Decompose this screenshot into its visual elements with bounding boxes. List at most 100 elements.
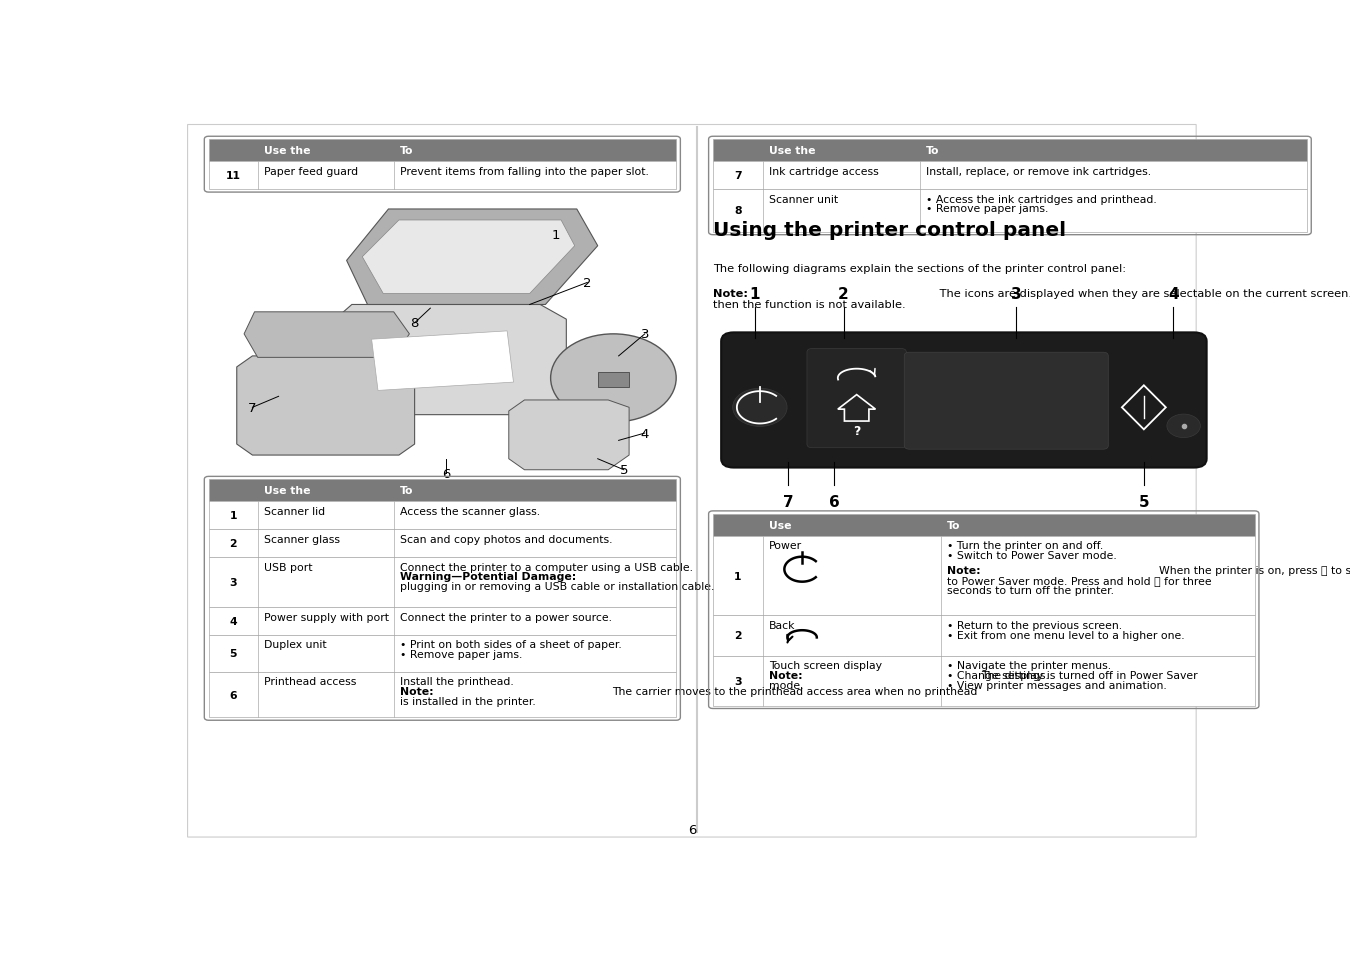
Text: Note:: Note:	[948, 565, 981, 576]
Text: • Return to the previous screen.: • Return to the previous screen.	[948, 620, 1122, 630]
Text: 6: 6	[687, 823, 697, 837]
Polygon shape	[362, 221, 575, 294]
Text: 2: 2	[230, 538, 236, 549]
Text: The carrier moves to the printhead access area when no printhead: The carrier moves to the printhead acces…	[612, 686, 977, 697]
Text: Connect the printer to a computer using a USB cable.: Connect the printer to a computer using …	[400, 562, 693, 572]
Bar	[208, 607, 676, 636]
Text: plugging in or removing a USB cable or installation cable.: plugging in or removing a USB cable or i…	[400, 581, 714, 592]
Text: 8: 8	[734, 206, 741, 216]
Text: To: To	[948, 520, 961, 530]
Polygon shape	[236, 356, 414, 456]
Bar	[208, 479, 676, 502]
Text: 1: 1	[552, 229, 560, 242]
Polygon shape	[244, 313, 409, 358]
Text: USB port: USB port	[265, 562, 312, 572]
Circle shape	[551, 335, 676, 422]
Polygon shape	[347, 210, 598, 305]
Text: Printhead access: Printhead access	[265, 677, 356, 686]
Text: Connect the printer to a power source.: Connect the printer to a power source.	[400, 612, 612, 622]
Text: Using the printer control panel: Using the printer control panel	[713, 221, 1066, 240]
Text: • Switch to Power Saver mode.: • Switch to Power Saver mode.	[948, 551, 1116, 560]
Text: Scanner glass: Scanner glass	[265, 534, 340, 544]
Text: • Change settings.: • Change settings.	[948, 670, 1049, 680]
Text: 4: 4	[641, 427, 649, 440]
Text: 3: 3	[230, 578, 236, 588]
Text: The icons are displayed when they are selectable on the current screen. If an ic: The icons are displayed when they are se…	[936, 289, 1350, 299]
Text: The display is turned off in Power Saver: The display is turned off in Power Saver	[981, 670, 1197, 680]
Text: Warning—Potential Damage:: Warning—Potential Damage:	[400, 572, 576, 582]
Text: Use the: Use the	[265, 486, 310, 496]
Text: ?: ?	[853, 424, 860, 437]
Text: 3: 3	[1011, 287, 1022, 301]
Text: Access the scanner glass.: Access the scanner glass.	[400, 506, 540, 517]
Text: Power: Power	[769, 540, 802, 551]
Text: Ink cartridge access: Ink cartridge access	[769, 167, 879, 176]
Text: 11: 11	[225, 171, 240, 181]
Text: • Access the ink cartridges and printhead.: • Access the ink cartridges and printhea…	[926, 194, 1157, 204]
Text: Use: Use	[769, 520, 792, 530]
Text: To: To	[400, 486, 413, 496]
Bar	[713, 537, 1254, 616]
Text: 1: 1	[230, 511, 236, 520]
FancyBboxPatch shape	[721, 333, 1207, 468]
Bar	[713, 190, 1307, 233]
Text: 4: 4	[230, 617, 236, 626]
Text: Scan and copy photos and documents.: Scan and copy photos and documents.	[400, 534, 613, 544]
Bar	[208, 672, 676, 718]
Text: Note:: Note:	[713, 289, 748, 299]
Text: seconds to turn off the printer.: seconds to turn off the printer.	[948, 585, 1114, 596]
FancyBboxPatch shape	[904, 353, 1108, 450]
Text: 3: 3	[640, 328, 649, 341]
Text: 3: 3	[734, 676, 741, 686]
Text: mode.: mode.	[769, 680, 803, 690]
Text: Touch screen display: Touch screen display	[769, 660, 883, 670]
Bar	[208, 162, 676, 190]
Bar	[371, 332, 513, 391]
Polygon shape	[331, 394, 373, 416]
Text: 6: 6	[829, 495, 840, 510]
Text: Power supply with port: Power supply with port	[265, 612, 389, 622]
Text: 2: 2	[583, 276, 591, 290]
Bar	[713, 140, 1307, 162]
Bar	[208, 558, 676, 607]
Text: Duplex unit: Duplex unit	[265, 639, 327, 650]
Text: is installed in the printer.: is installed in the printer.	[400, 697, 536, 706]
Bar	[713, 656, 1254, 706]
Bar	[598, 373, 629, 387]
Text: 6: 6	[230, 690, 236, 700]
Text: • Exit from one menu level to a higher one.: • Exit from one menu level to a higher o…	[948, 630, 1185, 639]
Polygon shape	[509, 400, 629, 470]
Text: 7: 7	[248, 401, 256, 415]
Text: Install, replace, or remove ink cartridges.: Install, replace, or remove ink cartridg…	[926, 167, 1152, 176]
Polygon shape	[331, 305, 567, 416]
Circle shape	[1166, 415, 1200, 438]
Text: 8: 8	[410, 317, 418, 330]
Text: Install the printhead.: Install the printhead.	[400, 677, 514, 686]
Circle shape	[733, 389, 787, 427]
Bar	[208, 636, 676, 672]
Text: 1: 1	[734, 571, 741, 581]
Bar	[208, 140, 676, 162]
Text: Use the: Use the	[265, 146, 310, 156]
Text: 6: 6	[441, 467, 450, 480]
Text: Note:: Note:	[769, 670, 803, 680]
Text: to Power Saver mode. Press and hold ⏻ for three: to Power Saver mode. Press and hold ⏻ fo…	[948, 576, 1212, 585]
Text: 7: 7	[783, 495, 794, 510]
Bar	[713, 515, 1254, 537]
Text: To: To	[400, 146, 413, 156]
Bar	[208, 502, 676, 530]
Text: Use the: Use the	[769, 146, 815, 156]
Text: • Remove paper jams.: • Remove paper jams.	[926, 204, 1049, 214]
FancyBboxPatch shape	[807, 349, 906, 448]
Text: • Print on both sides of a sheet of paper.: • Print on both sides of a sheet of pape…	[400, 639, 622, 650]
Bar	[713, 162, 1307, 190]
Text: To: To	[926, 146, 940, 156]
Text: 5: 5	[620, 464, 628, 476]
Text: Prevent items from falling into the paper slot.: Prevent items from falling into the pape…	[400, 167, 649, 176]
Text: 2: 2	[838, 287, 849, 301]
Text: then the function is not available.: then the function is not available.	[713, 300, 906, 310]
Text: • View printer messages and animation.: • View printer messages and animation.	[948, 680, 1166, 690]
Text: The following diagrams explain the sections of the printer control panel:: The following diagrams explain the secti…	[713, 263, 1126, 274]
Text: Note:: Note:	[400, 686, 433, 697]
Text: 1: 1	[749, 287, 760, 301]
